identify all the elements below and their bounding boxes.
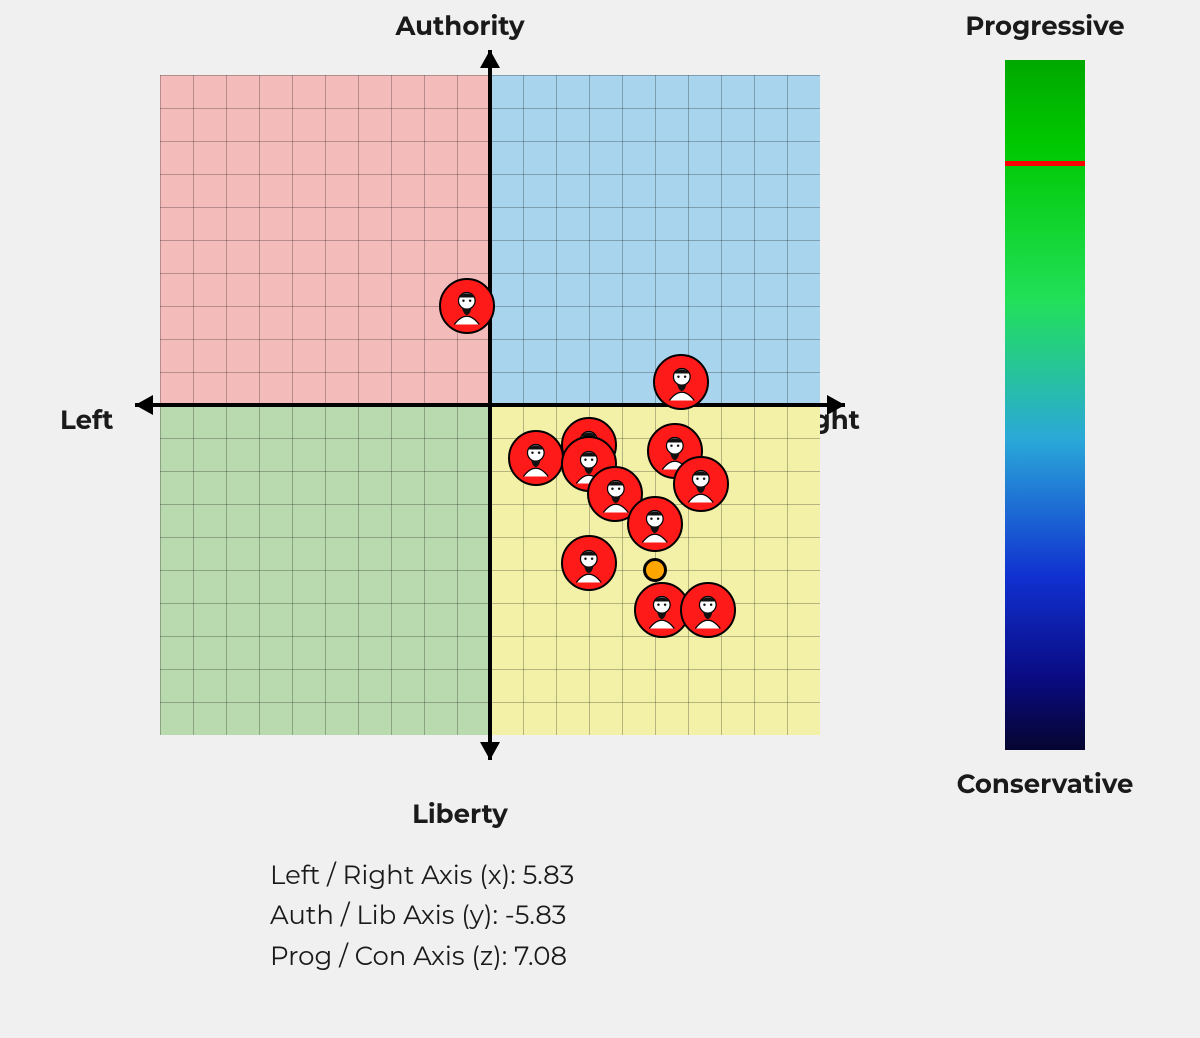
- avatar-marker: [561, 535, 617, 591]
- axis-label-left: Left: [60, 404, 113, 436]
- readout-x: Left / Right Axis (x): 5.83: [270, 855, 574, 895]
- compass-chart: Authority Liberty Left Right: [60, 10, 860, 830]
- readout-z-label: Prog / Con Axis (z):: [270, 940, 507, 972]
- avatar-marker: [439, 278, 495, 334]
- readout-y: Auth / Lib Axis (y): -5.83: [270, 895, 574, 935]
- axis-label-bottom: Liberty: [412, 798, 508, 830]
- zbar-indicator: [1005, 161, 1085, 166]
- zbar-label-top: Progressive: [930, 10, 1160, 42]
- readout-z-value: 7.08: [514, 940, 567, 972]
- arrow-left-icon: [135, 395, 153, 415]
- avatar-marker: [653, 354, 709, 410]
- zbar-label-bottom: Conservative: [930, 768, 1160, 800]
- readout-y-value: -5.83: [505, 899, 567, 931]
- avatar-marker: [627, 496, 683, 552]
- user-marker: [643, 558, 667, 582]
- z-axis-bar: Progressive Conservative: [930, 10, 1160, 830]
- readout-x-value: 5.83: [523, 859, 575, 891]
- readout-x-label: Left / Right Axis (x):: [270, 859, 516, 891]
- axis-label-top: Authority: [395, 10, 524, 42]
- political-compass-result: Authority Liberty Left Right: [0, 0, 1200, 1038]
- avatar-icon: [653, 354, 709, 410]
- avatar-marker: [680, 582, 736, 638]
- arrow-down-icon: [480, 742, 500, 760]
- zbar-gradient: [1005, 60, 1085, 750]
- avatar-icon: [561, 535, 617, 591]
- avatar-icon: [627, 496, 683, 552]
- y-axis-line: [488, 50, 492, 760]
- quadrant-lib-left: [160, 405, 490, 735]
- avatar-icon: [508, 430, 564, 486]
- quadrant-auth-left: [160, 75, 490, 405]
- user-dot-icon: [643, 558, 667, 582]
- readout-z: Prog / Con Axis (z): 7.08: [270, 936, 574, 976]
- compass-grid: [160, 75, 820, 735]
- avatar-icon: [680, 582, 736, 638]
- avatar-icon: [439, 278, 495, 334]
- readout-y-label: Auth / Lib Axis (y):: [270, 899, 498, 931]
- avatar-marker: [508, 430, 564, 486]
- arrow-right-icon: [827, 395, 845, 415]
- axis-readout: Left / Right Axis (x): 5.83 Auth / Lib A…: [270, 855, 574, 976]
- arrow-up-icon: [480, 50, 500, 68]
